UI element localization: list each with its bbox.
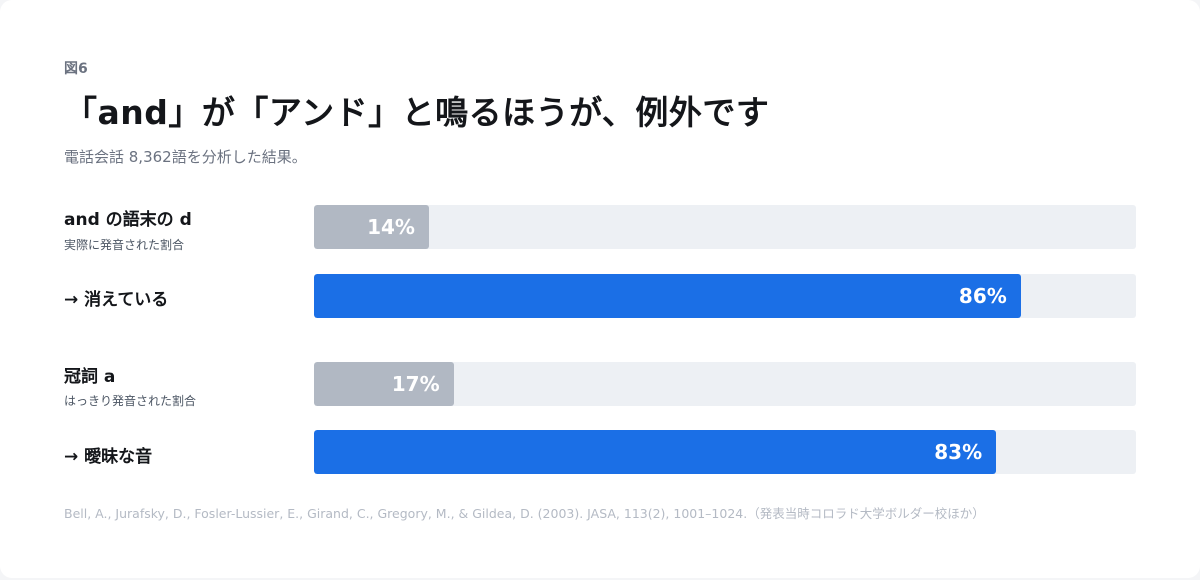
bar-value-label: 14% bbox=[367, 215, 415, 239]
bar-value-label: 17% bbox=[391, 372, 440, 396]
bar-label-and-pronounced: 実際に発音された割合 bbox=[64, 238, 185, 252]
bar-label-and-dropped: → 消えている bbox=[64, 290, 169, 310]
chart-subtitle: 電話会話 8,362語を分析した結果。 bbox=[64, 148, 307, 166]
chart-title: 「and」が「アンド」と鳴るほうが、例外です bbox=[64, 93, 770, 132]
bar-track: 86% bbox=[314, 274, 1136, 318]
bar-label-a-vague: → 曖昧な音 bbox=[64, 447, 153, 467]
bar-label-a-clear: はっきり発音された割合 bbox=[64, 394, 197, 408]
figure-label: 図6 bbox=[64, 61, 88, 77]
bar-track: 14% bbox=[314, 205, 1136, 249]
bar-and-pronounced bbox=[314, 205, 430, 249]
bar-track: 17% bbox=[314, 362, 1136, 406]
bar-and-dropped bbox=[314, 274, 1021, 318]
bar-track: 83% bbox=[314, 430, 1136, 474]
source-citation: Bell, A., Jurafsky, D., Fosler-Lussier, … bbox=[64, 506, 985, 521]
group-label-article-a: 冠詞 a bbox=[64, 367, 116, 387]
bar-a-clear bbox=[314, 362, 454, 406]
bar-a-vague bbox=[314, 430, 997, 474]
bar-value-label: 83% bbox=[934, 440, 983, 464]
bar-value-label: 86% bbox=[958, 284, 1007, 308]
group-label-and-d: and の語末の d bbox=[64, 210, 192, 230]
